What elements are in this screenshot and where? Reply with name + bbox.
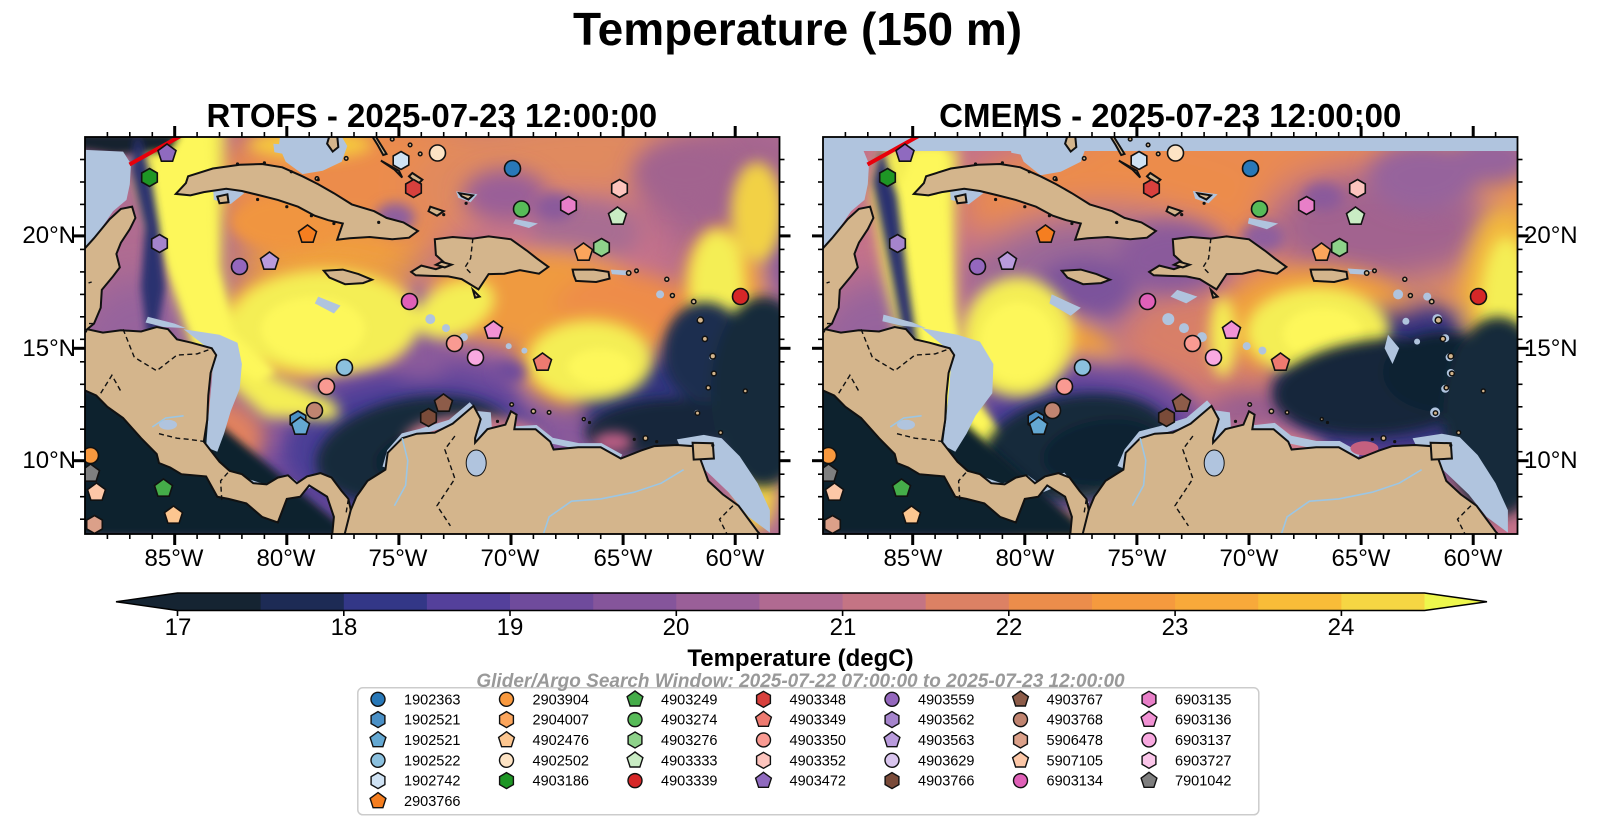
svg-text:4903349: 4903349	[790, 713, 846, 729]
svg-text:2904007: 2904007	[533, 713, 589, 729]
svg-text:1902742: 1902742	[404, 774, 460, 790]
svg-text:4903276: 4903276	[661, 733, 717, 749]
svg-text:5907105: 5907105	[1047, 753, 1103, 769]
svg-text:2903766: 2903766	[404, 794, 460, 810]
svg-text:4903472: 4903472	[790, 774, 846, 790]
svg-text:4903559: 4903559	[918, 692, 974, 708]
svg-text:4903352: 4903352	[790, 753, 846, 769]
svg-text:7901042: 7901042	[1175, 774, 1231, 790]
svg-text:4903186: 4903186	[533, 774, 589, 790]
svg-text:4903563: 4903563	[918, 733, 974, 749]
svg-text:2903904: 2903904	[533, 692, 589, 708]
svg-text:6903136: 6903136	[1175, 713, 1231, 729]
svg-text:4903350: 4903350	[790, 733, 846, 749]
svg-text:4903767: 4903767	[1047, 692, 1103, 708]
svg-text:4903333: 4903333	[661, 753, 717, 769]
svg-text:4903766: 4903766	[918, 774, 974, 790]
svg-text:4902476: 4902476	[533, 733, 589, 749]
svg-text:1902363: 1902363	[404, 692, 460, 708]
svg-text:1902521: 1902521	[404, 733, 460, 749]
svg-text:4903629: 4903629	[918, 753, 974, 769]
svg-text:4902502: 4902502	[533, 753, 589, 769]
svg-text:1902522: 1902522	[404, 753, 460, 769]
svg-text:4903274: 4903274	[661, 713, 717, 729]
svg-text:6903727: 6903727	[1175, 753, 1231, 769]
svg-text:1902521: 1902521	[404, 713, 460, 729]
svg-text:4903339: 4903339	[661, 774, 717, 790]
svg-text:5906478: 5906478	[1047, 733, 1103, 749]
svg-text:6903137: 6903137	[1175, 733, 1231, 749]
svg-text:6903134: 6903134	[1047, 774, 1103, 790]
svg-text:4903249: 4903249	[661, 692, 717, 708]
svg-text:4903562: 4903562	[918, 713, 974, 729]
svg-text:4903768: 4903768	[1047, 713, 1103, 729]
svg-text:4903348: 4903348	[790, 692, 846, 708]
svg-text:6903135: 6903135	[1175, 692, 1231, 708]
